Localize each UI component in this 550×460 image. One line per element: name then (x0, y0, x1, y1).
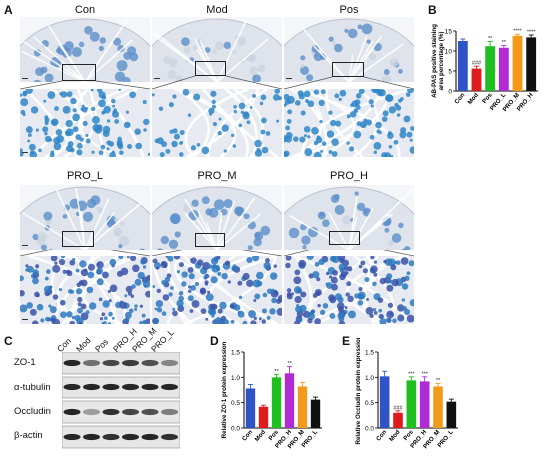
bar-pos (485, 46, 496, 91)
blot-label-occludin: Occludin (14, 406, 51, 417)
roi-box-pro-l (62, 231, 94, 247)
bar-pro-m (512, 35, 523, 91)
chart-axes (241, 351, 322, 429)
bar-pro-l (498, 47, 509, 91)
significance-mark: **** (513, 29, 522, 35)
scale-bar (22, 78, 28, 83)
western-blot-image (62, 352, 180, 449)
bar-pos (271, 377, 282, 428)
bar-pro-h (284, 373, 295, 428)
significance-mark: ** (488, 36, 493, 42)
blot-label-tubulin: α-tubulin (14, 382, 51, 393)
histology-overview-pro-m (152, 185, 282, 250)
significance-mark: ### (393, 405, 403, 411)
bar-pro-l (446, 401, 457, 428)
bar-mod (393, 412, 403, 428)
significance-mark: *** (421, 371, 428, 377)
group-title-pro-m: PRO_M (197, 170, 237, 182)
group-title-pro-h: PRO_H (330, 170, 368, 182)
group-title-mod: Mod (206, 4, 228, 16)
y-axis-label: Relative Occludin protein expression (355, 338, 362, 445)
scale-bar (22, 245, 28, 250)
scale-bar (22, 152, 28, 157)
significance-mark: ### (472, 61, 482, 67)
blot-label-zo1: ZO-1 (14, 357, 36, 368)
y-tick-label: 15 (445, 29, 453, 36)
y-tick-label: 1.5 (231, 350, 240, 357)
y-tick-label: 0 (448, 89, 452, 96)
roi-box-pos (332, 62, 364, 77)
y-tick-label: 0.0 (231, 426, 240, 433)
histology-zoom-pro-l (20, 256, 150, 324)
histology-overview-pro-l (20, 185, 150, 250)
significance-mark: ** (502, 40, 507, 46)
histology-overview-pos (284, 17, 414, 82)
significance-mark: ** (287, 361, 292, 367)
y-tick-label: 0.0 (365, 426, 374, 433)
bar-pro-m (297, 386, 308, 428)
panel-label-c: C (4, 334, 13, 348)
panel-label-e: E (342, 334, 351, 348)
panel-label-d: D (210, 334, 219, 348)
chart-axes (453, 30, 538, 92)
bar-mod (471, 68, 482, 91)
significance-mark: ** (436, 378, 441, 384)
bar-con (457, 41, 468, 91)
y-axis-label: AB-PAS positive stainingarea percentage … (431, 24, 445, 98)
roi-box-pro-h (329, 231, 360, 245)
x-tick-label: Con (241, 429, 254, 443)
bar-pro-l (310, 399, 321, 428)
blot-label-actin: β-actin (14, 430, 43, 441)
y-tick-label: 1.5 (365, 350, 374, 357)
bar-pro-m (433, 386, 443, 428)
bar-mod (258, 406, 269, 428)
chart-axes (375, 351, 458, 429)
bar-con (379, 376, 390, 428)
bar-con (245, 388, 256, 428)
y-tick-label: 1.0 (231, 375, 240, 382)
histology-zoom-pro-m (152, 256, 282, 324)
roi-box-mod (195, 61, 226, 76)
group-title-pos: Pos (339, 4, 359, 16)
significance-mark: *** (408, 371, 415, 377)
roi-box-con (62, 64, 96, 81)
y-tick-label: 5 (448, 69, 452, 76)
significance-mark: **** (527, 30, 536, 36)
histology-zoom-mod (152, 89, 282, 157)
histology-zoom-pro-h (284, 256, 414, 324)
bar-pro-h (526, 37, 537, 91)
x-tick-label: Con (453, 92, 466, 106)
histology-overview-con (20, 17, 150, 82)
group-title-con: Con (74, 4, 96, 16)
roi-box-pro-m (195, 233, 225, 247)
scale-bar (286, 78, 292, 83)
histology-zoom-con (20, 89, 150, 157)
x-tick-label: Mod (466, 92, 480, 106)
y-tick-label: 1.0 (365, 375, 374, 382)
x-tick-label: Con (375, 429, 388, 443)
panel-label-b: B (428, 3, 437, 17)
y-tick-label: 10 (445, 49, 453, 56)
x-tick-label: Mod (253, 429, 267, 443)
group-title-pro-l: PRO_L (66, 170, 104, 182)
significance-mark: ** (274, 369, 279, 375)
y-tick-label: 0.5 (231, 400, 240, 407)
histology-zoom-pos (284, 89, 414, 157)
histology-overview-pro-h (284, 185, 414, 250)
scale-bar (154, 78, 160, 83)
panel-label-a: A (4, 3, 13, 17)
y-axis-label: Relative ZO-1 protein expression (221, 341, 228, 438)
bar-pos (406, 380, 417, 428)
y-tick-label: 0.5 (365, 400, 374, 407)
scale-bar (22, 319, 28, 324)
bar-pro-h (419, 381, 430, 428)
x-tick-label: Mod (388, 429, 402, 443)
